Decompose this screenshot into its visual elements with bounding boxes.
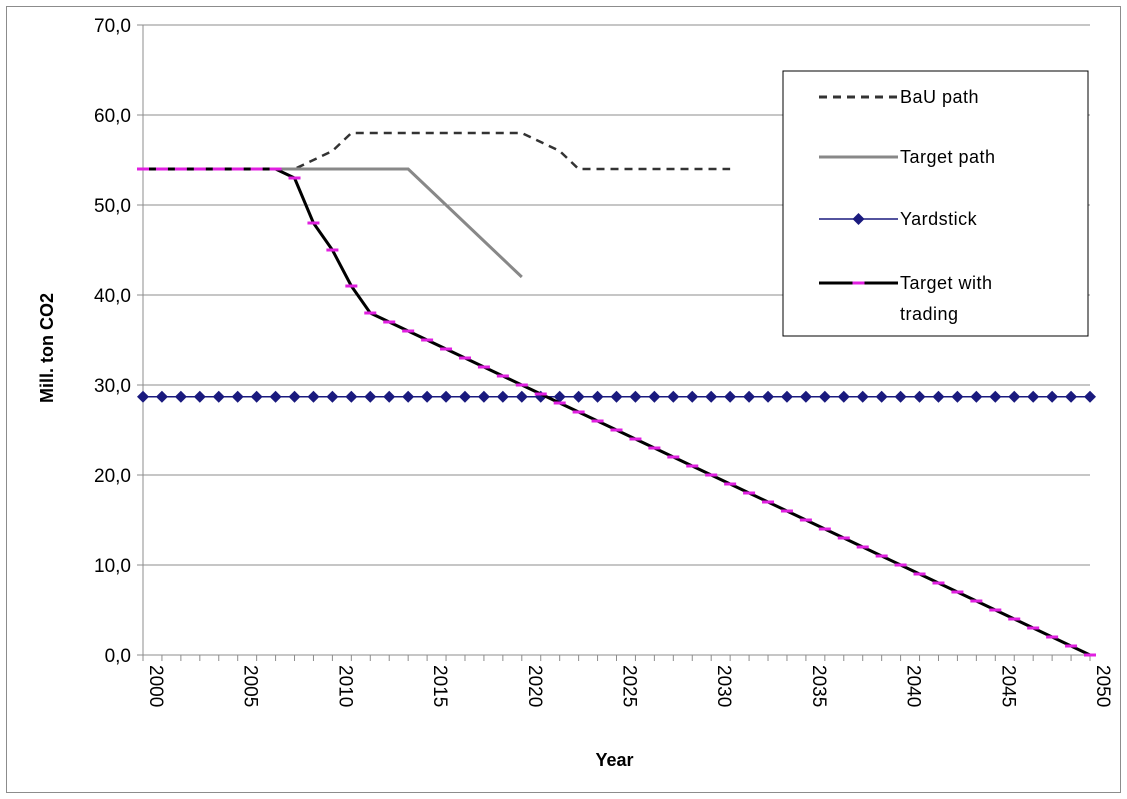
y-tick-label: 30,0	[94, 376, 131, 397]
legend-item-yardstick: Yardstick	[819, 209, 978, 229]
yardstick-marker	[402, 390, 415, 403]
yardstick-marker	[894, 390, 907, 403]
series-bau-path	[143, 131, 731, 171]
yardstick-marker	[989, 390, 1002, 403]
x-tick-label: 2030	[713, 665, 734, 707]
x-tick-label: 2050	[1092, 665, 1113, 707]
y-tick-label: 50,0	[94, 196, 131, 217]
yardstick-marker	[345, 390, 358, 403]
y-tick-labels: 0,0 10,0 20,0 30,0 40,0 50,0 60,0 70,0	[94, 16, 131, 667]
y-tick-label: 20,0	[94, 466, 131, 487]
x-tick-label: 2015	[429, 665, 450, 707]
series-target-with-trading	[137, 167, 1096, 657]
yardstick-marker	[743, 390, 756, 403]
yardstick-marker	[1046, 390, 1059, 403]
yardstick-marker	[364, 390, 377, 403]
y-tick-label: 0,0	[105, 646, 131, 667]
yardstick-marker	[553, 390, 566, 403]
x-tick-label: 2040	[903, 665, 924, 707]
y-axis-title: Mill. ton CO2	[37, 293, 57, 403]
yardstick-marker	[1084, 390, 1096, 403]
legend: BaU path Target path Yardstick Target with t…	[782, 70, 1089, 337]
legend-label: Target with	[900, 273, 993, 293]
series-group	[137, 131, 1096, 657]
x-tick-labels: 2000 2005 2010 2015 2020 2025 2030 2035 2040 2045…	[145, 665, 1113, 707]
yardstick-marker	[269, 390, 282, 403]
yardstick-marker	[705, 390, 718, 403]
yardstick-marker	[458, 390, 471, 403]
yardstick-marker	[477, 390, 490, 403]
yardstick-marker	[1027, 390, 1040, 403]
series-line	[143, 167, 523, 279]
legend-item-target-with-trading: Target with trading	[819, 273, 993, 324]
yardstick-marker	[818, 390, 831, 403]
x-tick-label: 2035	[808, 665, 829, 707]
yardstick-marker	[724, 390, 737, 403]
yardstick-marker	[667, 390, 680, 403]
yardstick-marker	[326, 390, 339, 403]
yardstick-marker	[686, 390, 699, 403]
legend-label: Target path	[900, 147, 996, 167]
yardstick-marker	[762, 390, 775, 403]
series-line	[143, 131, 731, 171]
legend-label: BaU path	[900, 87, 979, 107]
y-tick-label: 70,0	[94, 16, 131, 37]
yardstick-marker	[856, 390, 869, 403]
yardstick-marker	[383, 390, 396, 403]
axes	[137, 24, 1091, 661]
series-yardstick	[137, 390, 1096, 403]
yardstick-marker	[875, 390, 888, 403]
yardstick-marker	[852, 213, 865, 225]
yardstick-marker	[496, 390, 509, 403]
yardstick-marker	[837, 390, 850, 403]
y-tick-label: 60,0	[94, 106, 131, 127]
yardstick-marker	[421, 390, 434, 403]
y-tick-label: 40,0	[94, 286, 131, 307]
yardstick-marker	[970, 390, 983, 403]
yardstick-marker	[1065, 390, 1078, 403]
yardstick-marker	[250, 390, 263, 403]
x-tick-label: 2025	[619, 665, 640, 707]
yardstick-marker	[913, 390, 926, 403]
series-target-path	[143, 167, 523, 279]
yardstick-marker	[629, 390, 642, 403]
y-tick-label: 10,0	[94, 556, 131, 577]
yardstick-marker	[515, 390, 528, 403]
yardstick-marker	[572, 390, 585, 403]
yardstick-marker	[648, 390, 661, 403]
x-axis-title: Year	[595, 750, 633, 770]
yardstick-marker	[610, 390, 623, 403]
yardstick-marker	[951, 390, 964, 403]
legend-label: trading	[900, 304, 959, 324]
yardstick-marker	[155, 390, 168, 403]
yardstick-marker	[288, 390, 301, 403]
yardstick-marker	[591, 390, 604, 403]
x-tick-label: 2045	[997, 665, 1018, 707]
x-tick-label: 2010	[334, 665, 355, 707]
yardstick-marker	[212, 390, 225, 403]
yardstick-marker	[440, 390, 453, 403]
legend-item-bau-path: BaU path	[819, 87, 979, 107]
yardstick-marker	[137, 390, 149, 403]
yardstick-marker	[799, 390, 812, 403]
yardstick-marker	[174, 390, 187, 403]
x-tick-label: 2000	[145, 665, 166, 707]
yardstick-marker	[307, 390, 320, 403]
legend-box	[782, 70, 1089, 337]
x-tick-label: 2005	[240, 665, 261, 707]
x-tick-label: 2020	[524, 665, 545, 707]
legend-item-target-path: Target path	[819, 147, 996, 167]
yardstick-marker	[1008, 390, 1021, 403]
yardstick-marker	[231, 390, 244, 403]
yardstick-marker	[193, 390, 206, 403]
yardstick-marker	[780, 390, 793, 403]
yardstick-marker	[932, 390, 945, 403]
legend-label: Yardstick	[900, 209, 978, 229]
